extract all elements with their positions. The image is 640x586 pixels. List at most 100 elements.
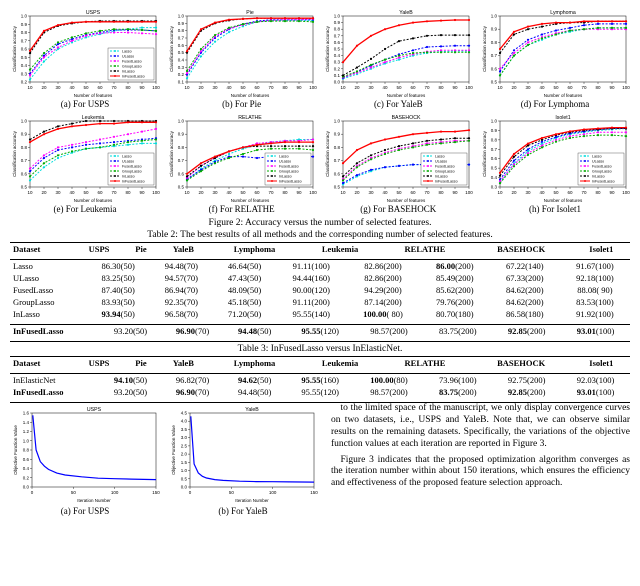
svg-text:50: 50 [397, 85, 403, 90]
mini-chart: USPS0.20.30.40.50.60.70.80.91.0102030405… [10, 6, 160, 109]
svg-text:0.4: 0.4 [177, 58, 184, 63]
svg-text:40: 40 [69, 85, 75, 90]
table-cell: 91.11(200) [276, 296, 346, 308]
svg-text:1.0: 1.0 [491, 14, 498, 19]
table-row: Lasso86.30(50)94.48(70)46.64(50)91.11(10… [10, 260, 630, 272]
table-cell: 67.33(200) [490, 272, 560, 284]
table-cell: 83.53(100) [560, 296, 630, 308]
svg-text:50: 50 [71, 490, 77, 495]
mini-chart: Isolet10.30.40.50.60.70.80.91.0102030405… [480, 111, 630, 214]
svg-text:GroupLasso: GroupLasso [122, 169, 142, 173]
mini-chart: Leukemia0.50.60.70.80.91.010203040506070… [10, 111, 160, 214]
svg-text:0.6: 0.6 [491, 66, 498, 71]
table-header-cell: Leukemia [300, 357, 381, 369]
svg-text:Number of features: Number of features [544, 198, 583, 203]
svg-text:Lasso: Lasso [435, 154, 445, 158]
svg-text:ULasso: ULasso [592, 159, 604, 163]
svg-text:60: 60 [97, 190, 103, 195]
mini-chart: BASEHOCK0.50.60.70.80.91.010203040506070… [323, 111, 473, 214]
table-cell: 92.85(200) [492, 386, 561, 398]
svg-text:70: 70 [111, 190, 117, 195]
svg-text:0.1: 0.1 [334, 73, 341, 78]
table-cell: 91.92(100) [560, 308, 630, 320]
svg-text:30: 30 [212, 85, 218, 90]
svg-text:80: 80 [125, 190, 131, 195]
svg-text:70: 70 [425, 85, 431, 90]
svg-text:1.0: 1.0 [181, 468, 188, 473]
svg-text:Isolet1: Isolet1 [555, 115, 570, 121]
svg-text:10: 10 [497, 85, 503, 90]
svg-text:50: 50 [240, 190, 246, 195]
svg-text:0.4: 0.4 [23, 466, 30, 471]
svg-text:Iteration Number: Iteration Number [77, 498, 111, 503]
table-cell: 87.14(200) [346, 296, 419, 308]
table-cell: 83.25(50) [87, 272, 150, 284]
table-header-cell: Dataset [10, 243, 74, 255]
svg-text:0.8: 0.8 [177, 28, 184, 33]
table-cell: 95.55(120) [286, 325, 355, 337]
svg-text:50: 50 [83, 85, 89, 90]
svg-text:0.9: 0.9 [491, 27, 498, 32]
mini-chart: Pie0.10.20.30.40.50.60.70.80.91.01020304… [167, 6, 317, 109]
table-cell: InLasso [10, 308, 87, 320]
svg-text:USPS: USPS [87, 407, 102, 413]
svg-text:70: 70 [268, 190, 274, 195]
svg-text:40: 40 [226, 190, 232, 195]
table-cell: 93.94(50) [87, 308, 150, 320]
svg-text:20: 20 [511, 190, 517, 195]
svg-text:50: 50 [229, 490, 235, 495]
svg-text:80: 80 [439, 190, 445, 195]
mini-chart-caption: (c) For YaleB [323, 99, 473, 109]
table-cell: 86.00(200) [420, 260, 490, 272]
svg-text:0.3: 0.3 [491, 185, 498, 190]
table-cell: 92.18(100) [560, 272, 630, 284]
svg-text:1.0: 1.0 [491, 119, 498, 124]
table-cell: 96.90(70) [162, 325, 224, 337]
svg-text:4.0: 4.0 [181, 419, 188, 424]
svg-text:20: 20 [41, 85, 47, 90]
table-cell: 92.03(100) [561, 374, 630, 386]
svg-text:0.5: 0.5 [334, 185, 341, 190]
svg-text:ULasso: ULasso [122, 159, 134, 163]
svg-text:100: 100 [622, 85, 630, 90]
svg-text:0: 0 [31, 490, 34, 495]
table-cell: 46.64(50) [213, 260, 276, 272]
svg-text:ULasso: ULasso [279, 159, 291, 163]
svg-text:2.5: 2.5 [181, 443, 188, 448]
mini-chart: Lymphoma0.50.60.70.80.91.010203040506070… [480, 6, 630, 109]
svg-text:Classification accuracy: Classification accuracy [169, 130, 174, 177]
right-column-text: to the limited space of the manuscript, … [331, 403, 630, 516]
svg-text:0.0: 0.0 [334, 80, 341, 85]
svg-text:100: 100 [466, 190, 474, 195]
svg-text:1.4: 1.4 [23, 420, 30, 425]
table-cell: 93.01(100) [561, 386, 630, 398]
table-cell: 85.62(200) [420, 284, 490, 296]
mini-chart: YaleB0.00.10.20.30.40.50.60.70.80.91.010… [323, 6, 473, 109]
convergence-charts: USPS0.00.20.40.60.81.01.21.41.6050100150… [10, 403, 319, 516]
svg-text:80: 80 [125, 85, 131, 90]
svg-text:InFusedLasso: InFusedLasso [279, 179, 302, 183]
svg-text:80: 80 [282, 190, 288, 195]
svg-text:0.7: 0.7 [491, 147, 498, 152]
svg-text:70: 70 [581, 85, 587, 90]
table-cell: 83.93(50) [87, 296, 150, 308]
svg-text:Classification accuracy: Classification accuracy [482, 130, 487, 177]
svg-text:10: 10 [341, 190, 347, 195]
left-column: USPS0.00.20.40.60.81.01.21.41.6050100150… [10, 403, 319, 516]
svg-text:90: 90 [453, 85, 459, 90]
svg-text:30: 30 [525, 190, 531, 195]
svg-text:Lasso: Lasso [279, 154, 289, 158]
table-row: InFusedLasso93.20(50)96.90(70)94.48(50)9… [10, 325, 630, 337]
bottom-two-column: USPS0.00.20.40.60.81.01.21.41.6050100150… [10, 403, 630, 516]
svg-text:0.5: 0.5 [177, 185, 184, 190]
table-row: InLasso93.94(50)96.58(70)71.20(50)95.55(… [10, 308, 630, 320]
svg-text:70: 70 [581, 190, 587, 195]
svg-text:50: 50 [240, 85, 246, 90]
table-cell: 95.55(140) [276, 308, 346, 320]
svg-text:40: 40 [383, 190, 389, 195]
table-cell: 98.57(200) [355, 386, 424, 398]
svg-text:40: 40 [539, 85, 545, 90]
svg-text:Number of features: Number of features [74, 198, 113, 203]
table-cell: 93.01(100) [561, 325, 630, 337]
table-header-cell: Leukemia [300, 243, 381, 255]
